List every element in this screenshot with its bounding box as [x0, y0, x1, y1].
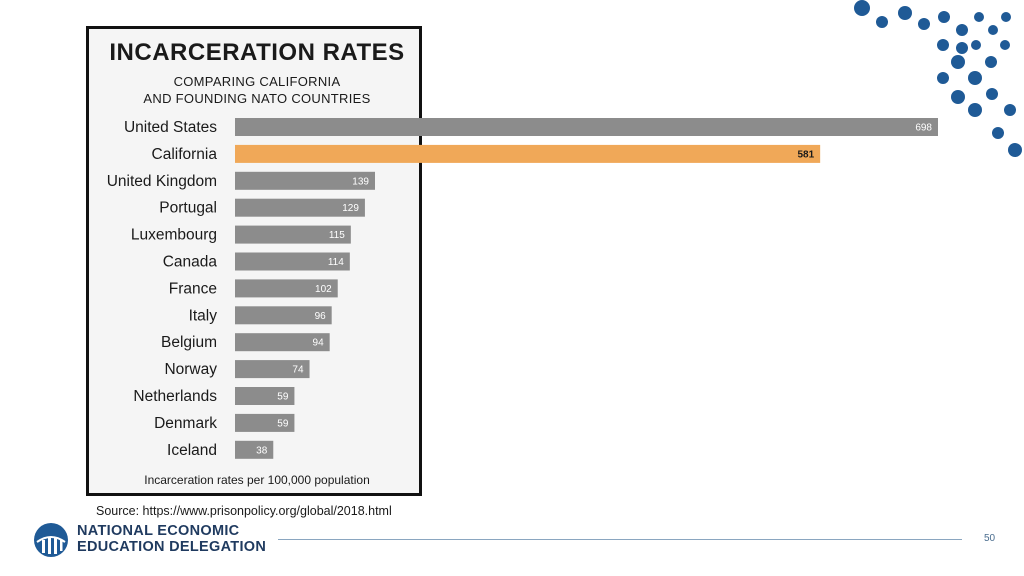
category-label: Canada: [163, 254, 218, 271]
category-label: Italy: [189, 307, 218, 324]
decorative-dot: [985, 56, 997, 68]
decorative-dot: [937, 39, 949, 51]
data-label: 96: [315, 311, 327, 322]
decorative-dot: [918, 18, 930, 30]
decorative-dot: [971, 40, 981, 50]
data-label: 102: [315, 284, 332, 295]
decorative-dot: [951, 55, 965, 69]
decorative-dot: [898, 6, 912, 20]
data-label: 698: [915, 123, 932, 134]
category-label: Denmark: [154, 415, 217, 432]
decorative-dot-pattern: [854, 0, 1022, 157]
decorative-dot: [968, 103, 982, 117]
decorative-dot: [956, 24, 968, 36]
data-label: 114: [328, 257, 344, 268]
bar-netherlands: [235, 387, 295, 405]
data-label: 59: [277, 418, 289, 429]
globe-logo-icon: [34, 523, 68, 557]
decorative-dot: [968, 71, 982, 85]
bar-canada: [235, 252, 350, 271]
data-label: 38: [256, 445, 268, 456]
bar-norway: [235, 360, 310, 379]
decorative-dot: [974, 12, 984, 22]
bar-california: [235, 144, 821, 163]
data-label: 129: [342, 203, 359, 214]
bar-denmark: [235, 413, 295, 432]
data-label: 74: [292, 365, 304, 376]
decorative-dot: [1004, 104, 1016, 116]
decorative-dot: [938, 11, 950, 23]
data-label: 139: [352, 176, 369, 187]
chart-title: INCARCERATION RATES: [109, 39, 405, 66]
category-label: Iceland: [167, 442, 217, 459]
category-label: United Kingdom: [107, 173, 217, 190]
page-number: 50: [984, 533, 996, 544]
source-citation: Source: https://www.prisonpolicy.org/glo…: [96, 504, 392, 518]
decorative-dot: [1000, 40, 1010, 50]
data-label: 59: [277, 392, 289, 403]
decorative-dot: [951, 90, 965, 104]
decorative-dot: [1008, 143, 1022, 157]
logo-text-line-1: NATIONAL ECONOMIC: [77, 523, 240, 539]
bar-united-states: [235, 118, 938, 136]
category-label: California: [152, 146, 218, 163]
category-label: Luxembourg: [131, 227, 217, 244]
logo-text-line-2: EDUCATION DELEGATION: [77, 539, 267, 555]
chart-subtitle-line-2: AND FOUNDING NATO COUNTRIES: [143, 91, 371, 106]
bar-luxembourg: [235, 225, 351, 244]
chart-subtitle: COMPARING CALIFORNIA AND FOUNDING NATO C…: [89, 73, 425, 107]
category-label: Netherlands: [133, 388, 217, 405]
decorative-dot: [876, 16, 888, 28]
category-label: United States: [124, 119, 217, 136]
decorative-dot: [988, 25, 998, 35]
bar-chart: United States 698 California 581 United King…: [107, 118, 938, 459]
bar-portugal: [235, 198, 365, 217]
chart-subtitle-line-1: COMPARING CALIFORNIA: [173, 74, 341, 89]
data-label: 581: [797, 149, 814, 160]
bar-united-kingdom: [235, 171, 375, 190]
decorative-dot: [937, 72, 949, 84]
decorative-dot: [854, 0, 870, 16]
category-label: France: [169, 280, 217, 297]
bar-belgium: [235, 333, 330, 352]
footer-divider: [278, 539, 962, 540]
bar-iceland: [235, 440, 274, 459]
logo: NATIONAL ECONOMIC EDUCATION DELEGATION: [31, 520, 271, 560]
decorative-dot: [956, 42, 968, 54]
bar-france: [235, 279, 338, 298]
chart-caption: Incarceration rates per 100,000 populati…: [144, 473, 370, 487]
category-label: Portugal: [159, 200, 217, 217]
bar-italy: [235, 306, 332, 325]
decorative-dot: [1001, 12, 1011, 22]
data-label: 115: [329, 230, 345, 241]
decorative-dot: [992, 127, 1004, 139]
category-label: Norway: [164, 361, 217, 378]
category-label: Belgium: [161, 334, 217, 351]
data-label: 94: [313, 338, 325, 349]
decorative-dot: [986, 88, 998, 100]
